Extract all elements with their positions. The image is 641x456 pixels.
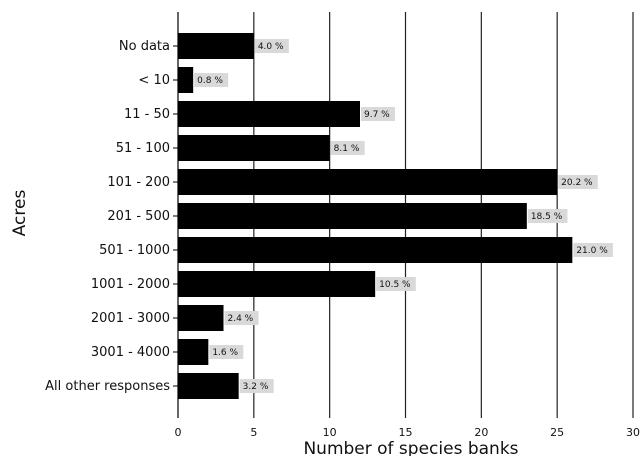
category-label: 11 - 50 [124, 107, 170, 122]
category-labels: No data < 10 11 - 50 51 - 100 101 - 200 201 -… [45, 39, 178, 394]
category-label: No data [119, 39, 170, 54]
x-tick-label: 25 [550, 426, 564, 439]
bar [178, 305, 224, 331]
bars [178, 33, 573, 399]
x-tick-label: 10 [323, 426, 337, 439]
category-label: 2001 - 3000 [91, 311, 170, 326]
bar [178, 33, 254, 59]
data-labels: 4.0 % 0.8 % 9.7 % 8.1 % 20.2 % 18.5 % 21.0 % 10… [194, 39, 613, 393]
data-label-bg [361, 107, 395, 121]
data-label: 18.5 % [531, 212, 563, 222]
data-label-bg [527, 209, 568, 223]
category-label: 201 - 500 [107, 209, 170, 224]
x-tick-label: 5 [250, 426, 257, 439]
data-label: 3.2 % [243, 382, 269, 392]
bar [178, 373, 239, 399]
data-label-bg [194, 73, 229, 87]
data-label-bg [376, 277, 416, 291]
x-tick-label: 15 [399, 426, 413, 439]
bar [178, 203, 527, 229]
y-axis-title: Acres [10, 190, 30, 237]
data-label: 21.0 % [576, 246, 608, 256]
category-label: All other responses [45, 379, 170, 394]
category-label: 51 - 100 [116, 141, 170, 156]
data-label: 4.0 % [258, 42, 284, 52]
data-label-bg [573, 243, 613, 257]
data-label: 10.5 % [379, 280, 411, 290]
category-label: 3001 - 4000 [91, 345, 170, 360]
data-label-bg [254, 39, 289, 53]
category-label: 1001 - 2000 [91, 277, 170, 292]
x-tick-label: 20 [474, 426, 488, 439]
bar [178, 237, 573, 263]
x-tick-label: 30 [626, 426, 640, 439]
data-label-bg [558, 175, 598, 189]
data-label: 2.4 % [228, 314, 254, 324]
x-axis-title: Number of species banks [303, 439, 518, 456]
bar [178, 271, 376, 297]
data-label-bg [239, 379, 274, 393]
bar [178, 135, 330, 161]
data-label-bg [330, 141, 365, 155]
data-label-bg [224, 311, 259, 325]
data-label: 0.8 % [197, 76, 223, 86]
bar [178, 169, 558, 195]
bar [178, 339, 209, 365]
data-label: 8.1 % [334, 144, 360, 154]
data-label: 9.7 % [364, 110, 390, 120]
bar [178, 101, 360, 127]
x-tick-labels: 0 5 10 15 20 25 30 [175, 426, 641, 439]
bar [178, 67, 194, 93]
data-label: 1.6 % [212, 348, 238, 358]
category-label: < 10 [138, 73, 170, 88]
category-label: 501 - 1000 [99, 243, 170, 258]
data-label-bg [209, 345, 244, 359]
data-label: 20.2 % [561, 178, 593, 188]
x-tick-label: 0 [175, 426, 182, 439]
category-label: 101 - 200 [107, 175, 170, 190]
